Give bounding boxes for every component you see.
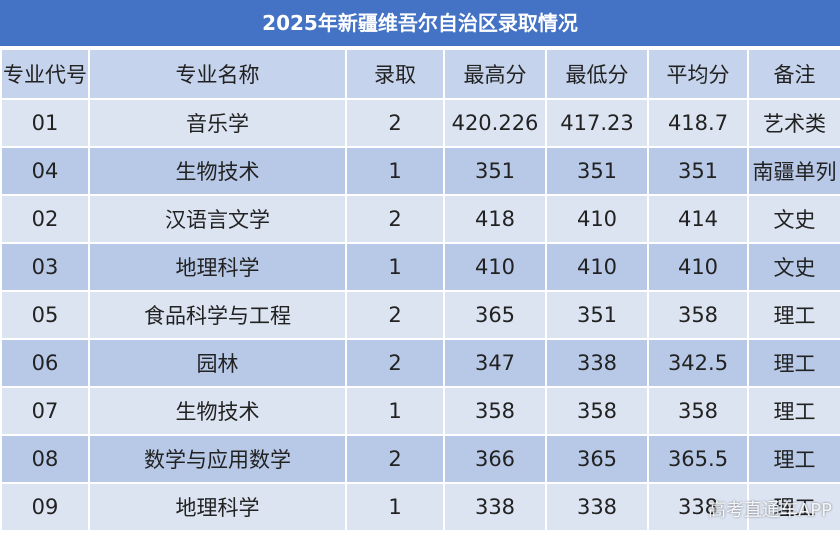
table-cell: 351 [545,290,649,340]
table-cell: 理工 [747,290,840,340]
column-header: 备注 [747,48,840,100]
table-cell: 06 [0,338,90,388]
column-header: 专业代号 [0,48,90,100]
table-cell: 1 [345,146,445,196]
column-header: 专业名称 [88,48,347,100]
table-cell: 文史 [747,194,840,244]
table-body: 01 音乐学 2 420.226 417.23 418.7 艺术类 04 生物技术 1 351 351… [0,98,840,532]
table-cell: 理工 [747,386,840,436]
table-title: 2025年新疆维吾尔自治区录取情况 [0,0,840,48]
table-cell: 文史 [747,242,840,292]
column-header: 最低分 [545,48,649,100]
table-cell: 351 [443,146,547,196]
table-cell: 414 [647,194,749,244]
admission-table: 专业代号 专业名称 录取 最高分 最低分 平均分 备注 01 音乐学 2 420.226 417.2… [0,48,840,532]
table-cell: 2 [345,98,445,148]
table-cell: 01 [0,98,90,148]
table-cell: 地理科学 [88,242,347,292]
table-cell: 417.23 [545,98,649,148]
table-row: 08 数学与应用数学 2 366 365 365.5 理工 [0,434,840,484]
table-cell: 342.5 [647,338,749,388]
table-row: 02 汉语言文学 2 418 410 414 文史 [0,194,840,244]
watermark: 高考直通车APP [707,500,832,521]
column-header: 最高分 [443,48,547,100]
table-cell: 2 [345,194,445,244]
table-cell: 366 [443,434,547,484]
table-cell: 358 [647,386,749,436]
table-cell: 08 [0,434,90,484]
table-cell: 食品科学与工程 [88,290,347,340]
table-row: 09 地理科学 1 338 338 338 理工 [0,482,840,532]
table-cell: 410 [545,194,649,244]
table-cell: 09 [0,482,90,532]
table-cell: 地理科学 [88,482,347,532]
table-cell: 汉语言文学 [88,194,347,244]
table-cell: 02 [0,194,90,244]
table-cell: 07 [0,386,90,436]
table-cell: 04 [0,146,90,196]
table-cell: 生物技术 [88,146,347,196]
table-cell: 410 [545,242,649,292]
table-cell: 南疆单列 [747,146,840,196]
table-cell: 410 [647,242,749,292]
table-cell: 2 [345,290,445,340]
table-cell: 358 [545,386,649,436]
table-cell: 365.5 [647,434,749,484]
table-cell: 338 [545,338,649,388]
header-row: 专业代号 专业名称 录取 最高分 最低分 平均分 备注 [0,48,840,100]
table-cell: 365 [545,434,649,484]
table-row: 03 地理科学 1 410 410 410 文史 [0,242,840,292]
table-cell: 358 [443,386,547,436]
table-cell: 艺术类 [747,98,840,148]
table-cell: 2 [345,338,445,388]
table-cell: 音乐学 [88,98,347,148]
table-cell: 358 [647,290,749,340]
table-cell: 05 [0,290,90,340]
table-cell: 418.7 [647,98,749,148]
table-row: 07 生物技术 1 358 358 358 理工 [0,386,840,436]
table-cell: 338 [545,482,649,532]
table-cell: 1 [345,242,445,292]
table-cell: 1 [345,386,445,436]
column-header: 平均分 [647,48,749,100]
table-cell: 338 [647,482,749,532]
table-cell: 理工 [747,482,840,532]
table-cell: 351 [647,146,749,196]
table-cell: 数学与应用数学 [88,434,347,484]
table-cell: 347 [443,338,547,388]
table-cell: 03 [0,242,90,292]
table-cell: 420.226 [443,98,547,148]
table-row: 04 生物技术 1 351 351 351 南疆单列 [0,146,840,196]
table-cell: 生物技术 [88,386,347,436]
table-cell: 理工 [747,338,840,388]
table-cell: 园林 [88,338,347,388]
table-row: 05 食品科学与工程 2 365 351 358 理工 [0,290,840,340]
table-cell: 351 [545,146,649,196]
table-cell: 338 [443,482,547,532]
table-row: 01 音乐学 2 420.226 417.23 418.7 艺术类 [0,98,840,148]
table-row: 06 园林 2 347 338 342.5 理工 [0,338,840,388]
table-cell: 418 [443,194,547,244]
table-cell: 1 [345,482,445,532]
table-cell: 2 [345,434,445,484]
column-header: 录取 [345,48,445,100]
table-cell: 理工 [747,434,840,484]
table-cell: 410 [443,242,547,292]
table-cell: 365 [443,290,547,340]
